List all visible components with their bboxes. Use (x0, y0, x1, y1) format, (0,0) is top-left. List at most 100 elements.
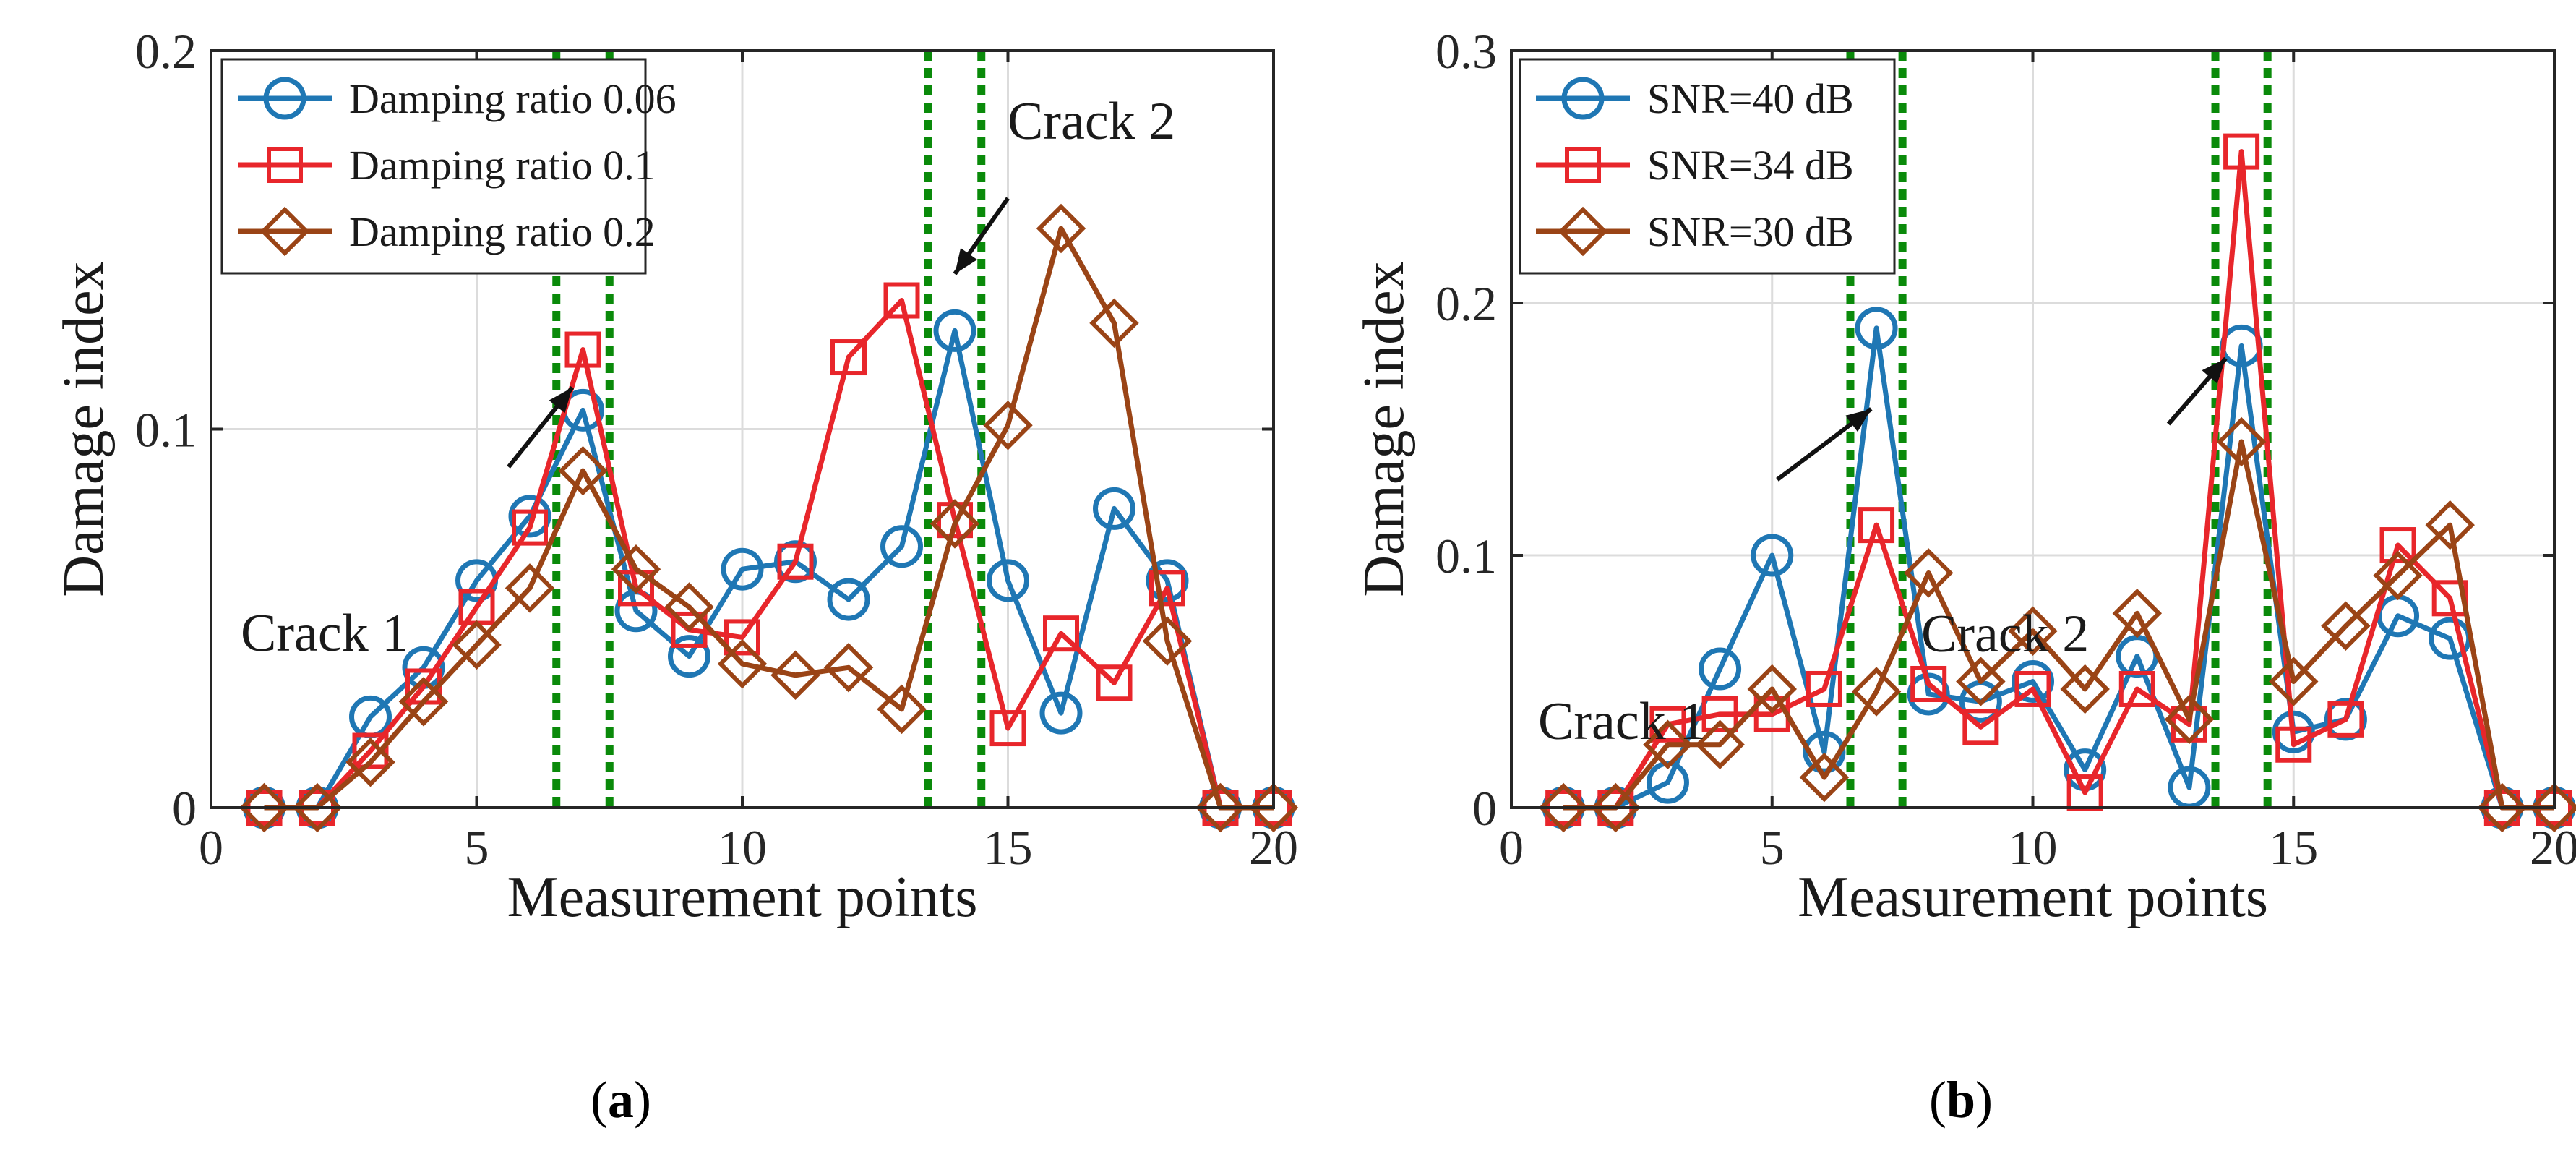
data-point (2373, 550, 2423, 601)
y-axis-label: Damage index (52, 261, 116, 597)
series-line (264, 298, 1274, 811)
caption-paren-close: ) (1975, 1071, 1993, 1129)
panel-caption: (b) (1929, 1071, 1993, 1129)
legend-marker (263, 77, 306, 120)
data-point (1903, 548, 1954, 598)
x-ticks: 0 5 10 15 20 (1499, 51, 2576, 875)
annotation-arrow-head (955, 247, 977, 274)
data-point (933, 309, 976, 352)
data-point (2379, 527, 2416, 564)
y-tick-label: 0.1 (135, 403, 197, 458)
data-point (880, 525, 923, 568)
data-point (987, 559, 1029, 602)
data-point (352, 732, 389, 769)
annotation-crack-1: Crack 1 (1538, 407, 1873, 751)
data-point (830, 339, 867, 376)
caption-letter: b (1946, 1071, 1975, 1129)
caption-paren-close: ) (634, 1071, 651, 1129)
annotation-text: Crack 1 (1538, 692, 1706, 751)
data-point (1851, 667, 1902, 717)
data-point (508, 495, 551, 538)
y-ticks: 0 0.1 0.2 0.3 (1435, 24, 2554, 836)
data-point (1643, 719, 1693, 769)
data-point (668, 635, 710, 678)
series-3 (239, 203, 1299, 833)
data-point (777, 543, 814, 580)
legend-marker (1565, 147, 1601, 183)
data-point (2216, 416, 2267, 467)
data-point (2321, 601, 2371, 651)
x-tick-label: 20 (1249, 820, 1298, 875)
data-point (2014, 670, 2051, 707)
data-point (1043, 615, 1079, 652)
legend-marker (259, 206, 310, 257)
y-tick-label: 0 (172, 781, 197, 836)
data-point (1907, 672, 1950, 716)
data-point (2324, 698, 2367, 741)
x-tick-label: 10 (2009, 820, 2058, 875)
panel-caption: (a) (591, 1071, 651, 1129)
data-point (1956, 657, 2006, 706)
data-point (664, 582, 714, 632)
data-point (1195, 782, 1245, 833)
x-ticks: 0 5 10 15 20 (199, 51, 1298, 875)
data-point (292, 782, 343, 833)
legend-entry-3: Damping ratio 0.2 (238, 206, 656, 257)
data-point (1803, 730, 1846, 774)
x-tick-label: 10 (718, 820, 767, 875)
data-point (2008, 606, 2058, 656)
legend-label: SNR=40 dB (1647, 75, 1854, 122)
legend-entry-3: SNR=30 dB (1536, 206, 1854, 257)
chart-panel-a: 0 5 10 15 20 0 0.1 0.2 Measurement points Damage … (52, 24, 1299, 1129)
data-point (774, 540, 817, 584)
data-point (1699, 647, 1742, 691)
data-point (929, 499, 980, 549)
data-point (2118, 670, 2155, 707)
chart-panel-b: 0 5 10 15 20 0 0.1 0.2 0.3 Measurement points Dama… (1352, 24, 2576, 1129)
legend-marker (1558, 206, 1608, 257)
annotation-text: Crack 2 (1921, 604, 2089, 664)
annotation-text: Crack 2 (1008, 92, 1175, 151)
data-point (2272, 710, 2315, 753)
data-point (452, 620, 502, 670)
annotation-arrow-head (2202, 358, 2226, 384)
data-point (1248, 782, 1299, 833)
data-point (512, 509, 548, 546)
data-point (671, 611, 708, 648)
legend: Damping ratio 0.06 Damping ratio 0.1 Dampi… (220, 58, 677, 275)
legend-label: SNR=34 dB (1647, 142, 1854, 189)
data-point (558, 445, 608, 496)
data-point (1806, 670, 1842, 707)
data-point (611, 544, 661, 594)
legend-label: Damping ratio 0.06 (349, 75, 677, 122)
data-point (827, 578, 870, 621)
series-3 (1538, 416, 2576, 833)
legend-entry-1: SNR=40 dB (1536, 75, 1854, 122)
data-point (1695, 719, 1745, 769)
y-axis-label: Damage index (1352, 261, 1416, 597)
series-line (1563, 149, 2554, 811)
series-line (1563, 439, 2554, 811)
x-tick-label: 0 (199, 820, 223, 875)
data-point (877, 684, 927, 735)
data-point (1146, 559, 1189, 602)
data-point (239, 782, 289, 833)
legend-label: Damping ratio 0.1 (349, 142, 656, 189)
legend-label: Damping ratio 0.2 (349, 208, 656, 255)
data-point (1855, 307, 1898, 350)
data-point (345, 737, 395, 787)
x-tick-label: 5 (1760, 820, 1785, 875)
annotation-crack-2: Crack 2 (1921, 356, 2228, 664)
y-tick-label: 0.2 (1435, 276, 1497, 331)
y-tick-label: 0 (1472, 781, 1497, 836)
annotation-crack-2: Crack 2 (953, 92, 1175, 275)
data-point (1093, 487, 1135, 530)
data-point (1910, 665, 1947, 702)
legend-entry-2: SNR=34 dB (1536, 142, 1854, 189)
data-point (770, 650, 820, 701)
data-point (1096, 664, 1133, 701)
legend-marker (1561, 77, 1605, 120)
data-point (2223, 133, 2260, 170)
data-point (1649, 706, 1686, 743)
y-tick-label: 0.1 (1435, 529, 1497, 584)
